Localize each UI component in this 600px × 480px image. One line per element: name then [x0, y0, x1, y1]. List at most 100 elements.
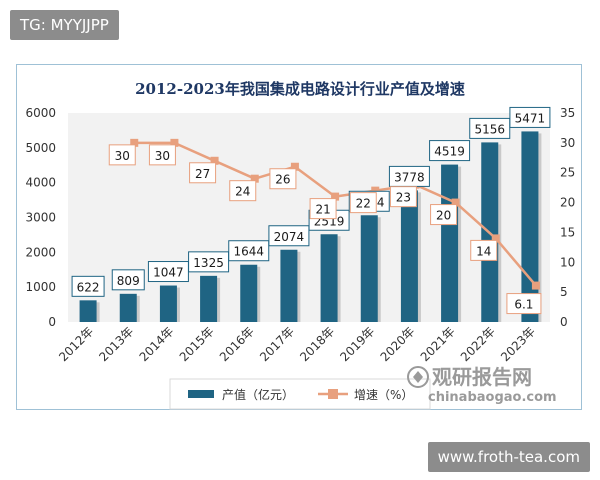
x-tick-label: 2021年 — [418, 324, 458, 364]
bar-value-label: 809 — [117, 274, 140, 288]
bar-value-label: 2074 — [274, 230, 305, 244]
brand-logo: 观研报告网 chinabaogao.com — [407, 365, 557, 405]
bar — [280, 249, 298, 322]
y-left-tick-label: 6000 — [25, 106, 56, 120]
bar-value-label: 3778 — [394, 170, 425, 184]
x-tick-label: 2023年 — [498, 324, 538, 364]
y-left-tick-label: 4000 — [25, 176, 56, 190]
bar-label-box — [268, 225, 310, 247]
bar-value-label: 5156 — [474, 122, 505, 136]
chart-title: 2012-2023年我国集成电路设计行业产值及增速 — [135, 80, 465, 98]
bar — [119, 293, 137, 322]
growth-label-box — [269, 168, 297, 190]
y-right-tick-label: 20 — [560, 196, 575, 210]
x-tick-label: 2018年 — [297, 324, 337, 364]
growth-value-label: 23 — [396, 191, 411, 205]
brand-url: chinabaogao.com — [428, 390, 557, 405]
growth-label-box — [349, 192, 377, 214]
bar-value-label: 1325 — [193, 256, 224, 270]
legend-line-label: 增速（%） — [354, 388, 413, 402]
y-right-tick-label: 30 — [560, 136, 575, 150]
x-tick-label: 2020年 — [378, 324, 418, 364]
growth-marker — [371, 186, 380, 195]
growth-label-box — [108, 144, 136, 166]
bar — [79, 300, 97, 322]
y-right-tick-label: 5 — [560, 285, 568, 299]
bar — [320, 234, 338, 322]
legend-bar-swatch — [188, 390, 214, 398]
y-left-tick-label: 2000 — [25, 245, 56, 259]
growth-marker — [250, 174, 259, 183]
bar — [441, 164, 459, 322]
legend-bar-label: 产值（亿元） — [222, 387, 294, 402]
x-tick-label: 2019年 — [337, 324, 377, 364]
growth-value-label: 20 — [436, 209, 451, 223]
growth-label-box — [470, 239, 498, 261]
y-right-tick-label: 0 — [560, 315, 568, 329]
bar-value-label: 1047 — [153, 266, 184, 280]
y-left-tick-label: 0 — [48, 315, 56, 329]
growth-label-box — [430, 204, 458, 226]
growth-label-box — [229, 180, 257, 202]
growth-value-label: 30 — [115, 149, 130, 163]
growth-marker — [491, 234, 500, 243]
watermark-top: TG: MYYJJPP — [10, 10, 119, 40]
growth-label-box — [389, 186, 417, 208]
growth-label-box — [189, 162, 217, 184]
growth-label-box — [506, 293, 542, 315]
growth-label-box — [148, 144, 176, 166]
growth-value-label: 14 — [476, 244, 491, 258]
x-tick-label: 2014年 — [137, 324, 177, 364]
growth-value-label: 27 — [195, 167, 210, 181]
growth-value-label: 30 — [155, 149, 170, 163]
growth-label-box — [309, 198, 337, 220]
bar — [400, 190, 418, 322]
y-right-tick-label: 10 — [560, 255, 575, 269]
growth-marker — [170, 138, 179, 147]
growth-value-label: 26 — [275, 173, 290, 187]
bar-label-box — [509, 106, 551, 128]
bar-label-box — [188, 251, 230, 273]
y-left-tick-label: 3000 — [25, 211, 56, 225]
bar-value-label: 5471 — [515, 111, 546, 125]
legend-line-marker — [328, 389, 338, 399]
x-tick-label: 2013年 — [96, 324, 136, 364]
growth-value-label: 21 — [315, 203, 330, 217]
bar-label-box — [71, 275, 105, 297]
bar-label-box — [469, 117, 511, 139]
x-tick-label: 2017年 — [257, 324, 297, 364]
x-tick-label: 2012年 — [56, 324, 96, 364]
bar-value-label: 4519 — [434, 145, 465, 159]
bar — [240, 264, 258, 322]
growth-marker — [451, 198, 460, 207]
bar-label-box — [429, 140, 471, 162]
growth-marker — [531, 281, 540, 290]
growth-marker — [290, 162, 299, 171]
growth-marker — [331, 192, 340, 201]
watermark-bottom: www.froth-tea.com — [427, 442, 590, 472]
growth-marker — [130, 138, 139, 147]
growth-value-label: 24 — [235, 185, 250, 199]
x-tick-label: 2016年 — [217, 324, 257, 364]
bar-value-label: 622 — [77, 280, 100, 294]
y-right-tick-label: 15 — [560, 225, 575, 239]
growth-value-label: 22 — [356, 197, 371, 211]
bar-label-box — [111, 269, 145, 291]
bar — [360, 215, 378, 322]
y-left-tick-label: 1000 — [25, 280, 56, 294]
bar — [159, 285, 177, 322]
brand-logo-icon — [407, 366, 429, 388]
growth-marker — [210, 156, 219, 165]
bar-value-label: 1644 — [233, 245, 264, 259]
bar-label-box — [228, 240, 270, 262]
y-right-tick-label: 25 — [560, 166, 575, 180]
x-tick-label: 2015年 — [177, 324, 217, 364]
brand-name: 观研报告网 — [432, 365, 532, 389]
y-right-tick-label: 35 — [560, 106, 575, 120]
bar — [200, 275, 218, 322]
x-tick-label: 2022年 — [458, 324, 498, 364]
y-left-tick-label: 5000 — [25, 141, 56, 155]
growth-value-label: 6.1 — [514, 298, 533, 312]
brand-logo-mark — [413, 371, 423, 383]
